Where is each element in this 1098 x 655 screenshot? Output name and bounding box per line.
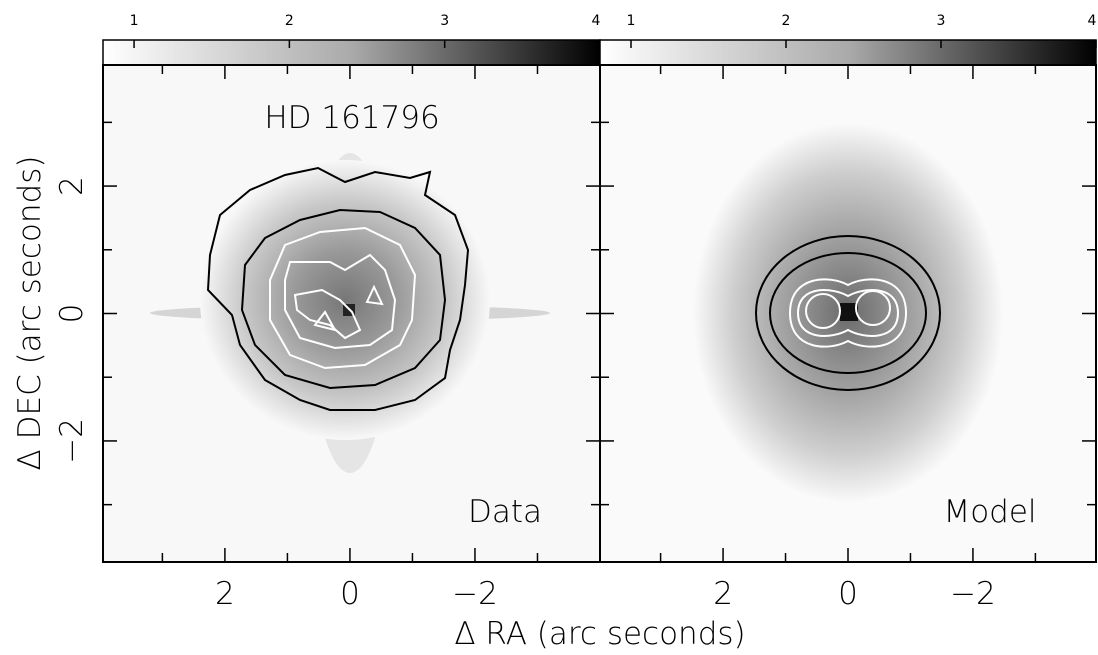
- colorbar-tick-label: 4: [592, 13, 601, 29]
- chart-title: HD 161796: [264, 100, 439, 136]
- colorbar-tick-label: 4: [1088, 13, 1097, 29]
- x-tick-label: −2: [452, 576, 498, 612]
- x-tick-label: 2: [713, 576, 733, 612]
- y-tick-label: 2: [54, 176, 90, 196]
- colorbar-tick-label: 3: [937, 13, 946, 29]
- x-tick-label: 2: [215, 576, 235, 612]
- x-tick-label: 0: [838, 576, 858, 612]
- x-axis-label: Δ RA (arc seconds): [454, 616, 745, 651]
- panel-label: Data: [468, 494, 542, 530]
- y-axis-label: Δ DEC (arc seconds): [12, 156, 48, 471]
- colorbar-tick-label: 1: [627, 13, 636, 29]
- y-tick-label: 0: [54, 304, 90, 324]
- y-tick-label: −2: [54, 418, 90, 464]
- x-tick-label: 0: [340, 576, 360, 612]
- data-image: [103, 65, 600, 562]
- colorbar-tick-label: 2: [285, 13, 294, 29]
- colorbar: [102, 39, 601, 66]
- colorbar-tick-label: 2: [782, 13, 791, 29]
- colorbar-tick-label: 3: [440, 13, 449, 29]
- colorbar: [599, 39, 1097, 66]
- panel-label: Model: [943, 494, 1036, 530]
- x-tick-label: −2: [950, 576, 996, 612]
- colorbar-tick-label: 1: [130, 13, 139, 29]
- model-image: [600, 65, 1096, 562]
